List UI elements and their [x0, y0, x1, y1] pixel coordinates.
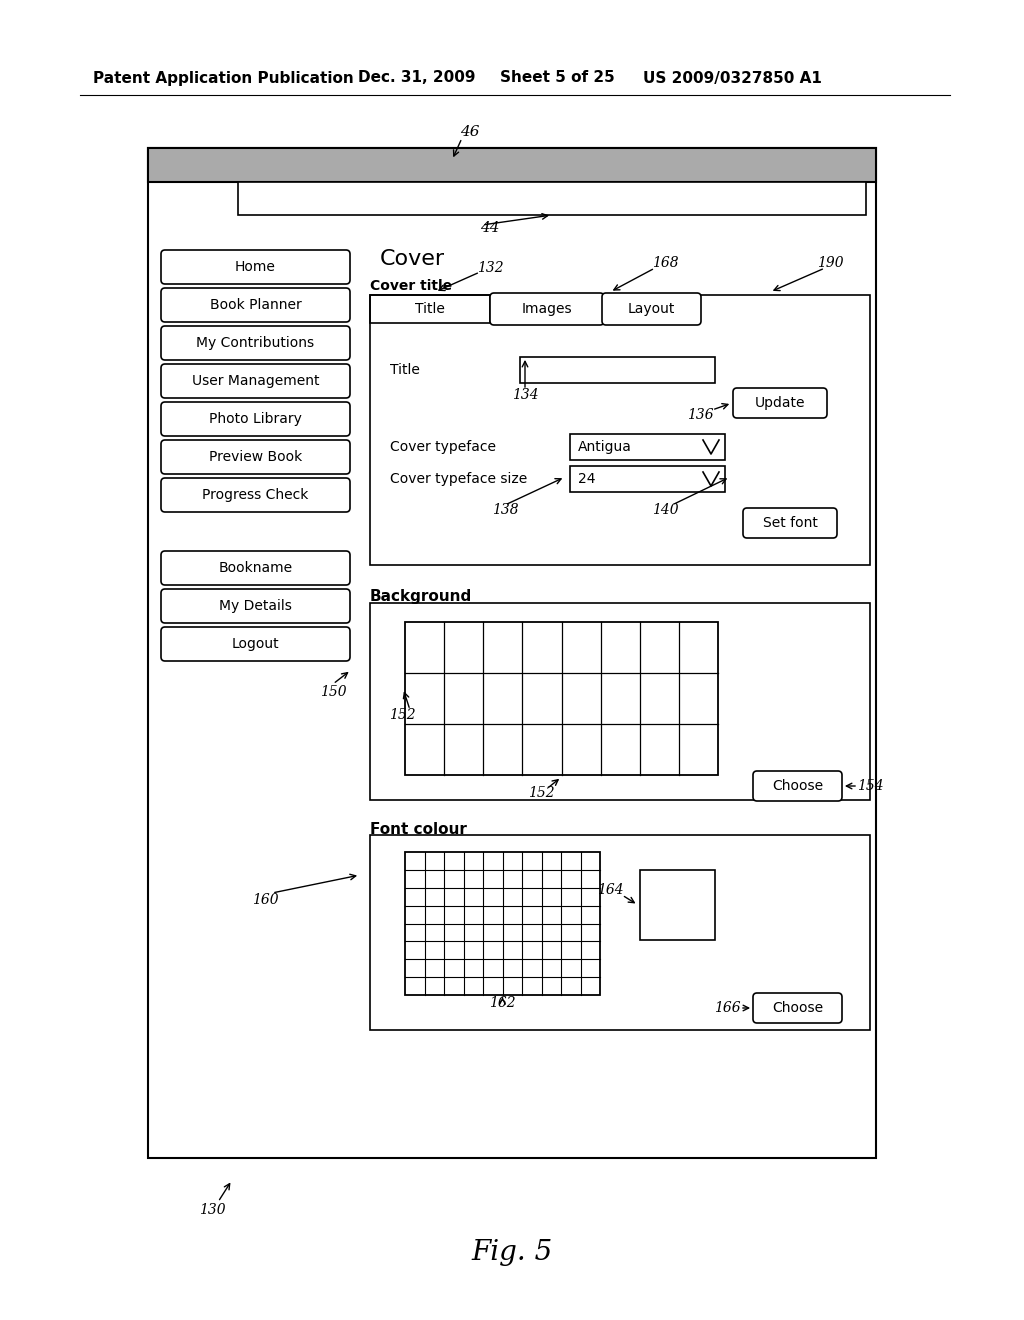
Text: Home: Home: [236, 260, 275, 275]
Bar: [640, 870, 715, 940]
Bar: [406, 851, 600, 995]
Text: 154: 154: [857, 779, 884, 793]
Text: 130: 130: [199, 1203, 225, 1217]
FancyBboxPatch shape: [161, 364, 350, 399]
FancyBboxPatch shape: [161, 249, 350, 284]
FancyBboxPatch shape: [753, 993, 842, 1023]
Bar: [370, 294, 870, 565]
FancyBboxPatch shape: [161, 627, 350, 661]
Bar: [148, 148, 876, 182]
Text: 190: 190: [817, 256, 844, 271]
Bar: [370, 836, 870, 1030]
Text: Cover: Cover: [380, 249, 445, 269]
Text: My Details: My Details: [219, 599, 292, 612]
Text: Font colour: Font colour: [370, 822, 467, 837]
Bar: [406, 622, 718, 775]
Text: Logout: Logout: [231, 638, 280, 651]
Text: Progress Check: Progress Check: [203, 488, 308, 502]
Text: Cover typeface size: Cover typeface size: [390, 473, 527, 486]
Text: Set font: Set font: [763, 516, 817, 531]
Text: Layout: Layout: [628, 302, 675, 315]
Text: 150: 150: [319, 685, 346, 700]
Text: Choose: Choose: [772, 779, 823, 793]
Text: 44: 44: [480, 220, 500, 235]
Text: Update: Update: [755, 396, 805, 411]
Text: Background: Background: [370, 590, 472, 605]
Text: US 2009/0327850 A1: US 2009/0327850 A1: [643, 70, 822, 86]
Bar: [370, 603, 870, 800]
Text: 138: 138: [492, 503, 518, 517]
FancyBboxPatch shape: [161, 288, 350, 322]
Text: My Contributions: My Contributions: [197, 337, 314, 350]
Text: Antigua: Antigua: [578, 440, 632, 454]
Text: 164: 164: [597, 883, 624, 898]
Text: 160: 160: [252, 894, 279, 907]
Bar: [370, 294, 490, 323]
Text: 132: 132: [477, 261, 504, 275]
Bar: [520, 356, 715, 383]
FancyBboxPatch shape: [161, 326, 350, 360]
Text: Fig. 5: Fig. 5: [471, 1238, 553, 1266]
Text: 168: 168: [651, 256, 678, 271]
Bar: [148, 148, 876, 1158]
Text: User Management: User Management: [191, 374, 319, 388]
Text: 136: 136: [687, 408, 714, 422]
Text: 140: 140: [651, 503, 678, 517]
FancyBboxPatch shape: [490, 293, 604, 325]
Text: 152: 152: [389, 708, 416, 722]
Text: 166: 166: [714, 1001, 740, 1015]
Text: Preview Book: Preview Book: [209, 450, 302, 465]
Bar: [238, 182, 866, 215]
Text: Patent Application Publication: Patent Application Publication: [93, 70, 353, 86]
Text: Cover title: Cover title: [370, 279, 453, 293]
Text: Photo Library: Photo Library: [209, 412, 302, 426]
Bar: [570, 466, 725, 492]
Text: Bookname: Bookname: [218, 561, 293, 576]
FancyBboxPatch shape: [161, 589, 350, 623]
FancyBboxPatch shape: [161, 440, 350, 474]
FancyBboxPatch shape: [161, 550, 350, 585]
Text: Images: Images: [521, 302, 572, 315]
Text: 46: 46: [460, 125, 480, 139]
FancyBboxPatch shape: [743, 508, 837, 539]
Text: Sheet 5 of 25: Sheet 5 of 25: [500, 70, 614, 86]
Text: 162: 162: [489, 997, 516, 1010]
FancyBboxPatch shape: [753, 771, 842, 801]
FancyBboxPatch shape: [161, 403, 350, 436]
Text: 152: 152: [528, 785, 555, 800]
FancyBboxPatch shape: [602, 293, 701, 325]
Bar: [570, 434, 725, 459]
Text: Dec. 31, 2009: Dec. 31, 2009: [358, 70, 475, 86]
Text: Title: Title: [390, 363, 420, 378]
Text: Choose: Choose: [772, 1001, 823, 1015]
Text: Title: Title: [415, 302, 445, 315]
Text: 134: 134: [512, 388, 539, 403]
Text: Book Planner: Book Planner: [210, 298, 301, 312]
FancyBboxPatch shape: [161, 478, 350, 512]
Text: Cover typeface: Cover typeface: [390, 440, 496, 454]
FancyBboxPatch shape: [733, 388, 827, 418]
Text: 24: 24: [578, 473, 596, 486]
